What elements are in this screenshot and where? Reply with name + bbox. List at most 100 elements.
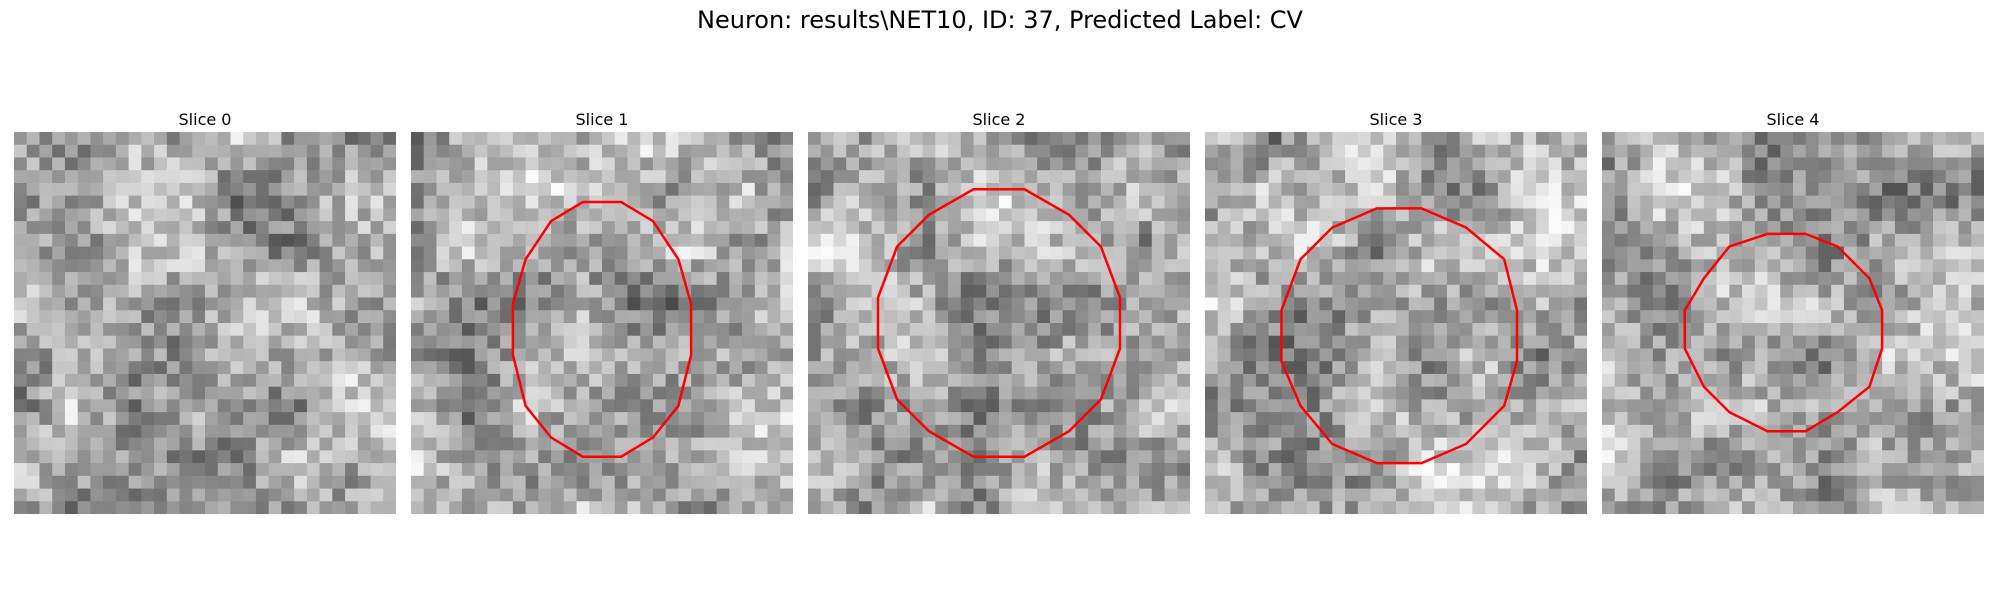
pixel [1665, 297, 1679, 311]
pixel [319, 208, 333, 222]
pixel [1729, 361, 1743, 375]
pixel [1933, 501, 1947, 514]
pixel [948, 399, 962, 413]
pixel [1357, 361, 1372, 375]
pixel [1971, 323, 1984, 337]
pixel [383, 208, 396, 222]
pixel [1485, 297, 1499, 311]
pixel [1217, 424, 1232, 439]
pixel [884, 221, 898, 235]
pixel [230, 310, 244, 324]
pixel [205, 424, 219, 439]
pixel [742, 361, 756, 375]
pixel [1691, 488, 1705, 502]
pixel [141, 259, 155, 273]
pixel [383, 297, 396, 311]
pixel [1742, 463, 1756, 477]
pixel [128, 463, 142, 477]
pixel [1754, 450, 1769, 464]
pixel [512, 412, 527, 426]
pixel [716, 488, 730, 502]
pixel [1062, 361, 1076, 375]
pixel [1011, 501, 1026, 514]
pixel [820, 323, 835, 337]
pixel [1294, 208, 1308, 222]
pixel [1075, 284, 1089, 299]
pixel [1164, 284, 1178, 299]
pixel [1754, 157, 1769, 171]
pixel [217, 386, 232, 400]
pixel [935, 348, 949, 362]
pixel [230, 373, 244, 388]
pixel [383, 488, 396, 502]
pixel [1678, 284, 1692, 299]
pixel [742, 195, 756, 209]
pixel [77, 132, 91, 146]
pixel [922, 463, 936, 477]
pixel [973, 463, 987, 477]
pixel [1485, 233, 1499, 248]
pixel [1652, 284, 1667, 299]
pixel [665, 323, 679, 337]
pixel [897, 272, 911, 286]
pixel [1729, 373, 1743, 388]
pixel [1971, 272, 1984, 286]
pixel [1729, 208, 1743, 222]
pixel [1345, 399, 1359, 413]
pixel [563, 157, 578, 171]
pixel [1805, 450, 1820, 464]
pixel [1574, 450, 1587, 464]
pixel [691, 373, 705, 388]
pixel [1945, 246, 1960, 260]
pixel [1459, 233, 1473, 248]
pixel [833, 437, 847, 451]
pixel [319, 323, 333, 337]
pixel [1408, 170, 1423, 184]
pixel [742, 310, 756, 324]
pixel [716, 272, 730, 286]
pixel [820, 221, 835, 235]
pixel [370, 157, 384, 171]
pixel [90, 221, 104, 235]
pixel [1536, 450, 1550, 464]
pixel [1434, 170, 1448, 184]
pixel [332, 132, 346, 146]
pixel [1703, 501, 1718, 514]
pixel [986, 246, 1000, 260]
pixel [449, 297, 463, 311]
pixel [14, 195, 28, 209]
pixel [1357, 373, 1372, 388]
pixel [1396, 463, 1410, 477]
pixel [1602, 233, 1616, 248]
pixel [14, 144, 28, 159]
pixel [627, 170, 641, 184]
pixel [1370, 463, 1384, 477]
pixel [1037, 412, 1051, 426]
pixel [1678, 132, 1692, 146]
pixel [729, 284, 743, 299]
pixel [820, 170, 835, 184]
pixel [1536, 284, 1550, 299]
pixel [551, 412, 565, 426]
pixel [357, 399, 372, 413]
pixel [255, 373, 270, 388]
pixel [780, 195, 793, 209]
pixel [652, 450, 667, 464]
pixel [474, 412, 488, 426]
pixel [1230, 437, 1244, 451]
pixel [512, 144, 527, 159]
pixel [1729, 424, 1743, 439]
pixel [103, 144, 117, 159]
pixel [1306, 132, 1321, 146]
pixel [820, 195, 835, 209]
pixel [1945, 208, 1960, 222]
pixel [1548, 437, 1563, 451]
pixel [115, 424, 130, 439]
pixel [306, 348, 321, 362]
pixel [1729, 386, 1743, 400]
pixel [820, 132, 835, 146]
pixel [306, 373, 321, 388]
pixel [166, 182, 181, 197]
pixel [589, 272, 603, 286]
pixel [833, 297, 847, 311]
